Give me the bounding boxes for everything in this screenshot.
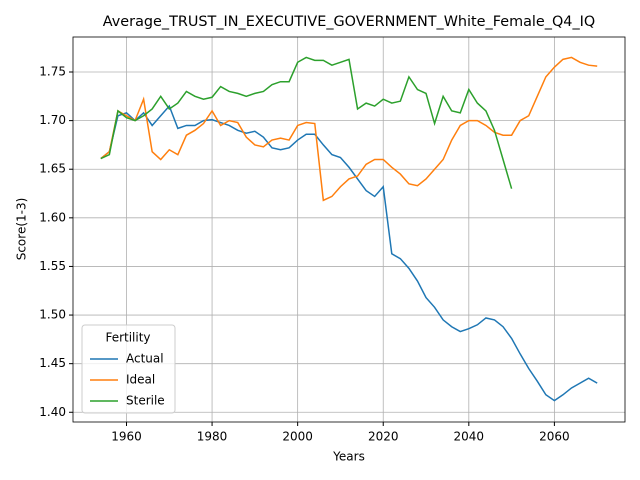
x-tick-label: 2000	[282, 430, 313, 444]
y-tick-label: 1.70	[39, 113, 66, 127]
legend-box	[81, 324, 176, 414]
y-tick-label: 1.45	[39, 356, 66, 370]
series-line	[100, 56, 598, 202]
series-line	[100, 56, 513, 189]
legend-label: Actual	[126, 352, 164, 366]
y-tick-label: 1.60	[39, 210, 66, 224]
y-axis-label: Score(1-3)	[15, 198, 29, 261]
x-tick-label: 2060	[539, 430, 570, 444]
legend-label: Sterile	[126, 394, 165, 408]
y-tick-label: 1.50	[39, 308, 66, 322]
y-tick-label: 1.55	[39, 259, 66, 273]
y-tick-label: 1.65	[39, 162, 66, 176]
x-axis-label: Years	[332, 450, 365, 464]
legend-label: Ideal	[126, 373, 155, 387]
y-tick-label: 1.75	[39, 65, 66, 79]
series-line	[100, 104, 598, 402]
x-tick-label: 1960	[111, 430, 142, 444]
chart-title: Average_TRUST_IN_EXECUTIVE_GOVERNMENT_Wh…	[103, 14, 595, 30]
x-tick-label: 2020	[368, 430, 399, 444]
y-tick-label: 1.40	[39, 405, 66, 419]
plot-frame	[72, 36, 626, 423]
legend-title: Fertility	[105, 331, 150, 345]
x-tick-label: 2040	[454, 430, 485, 444]
x-tick-label: 1980	[197, 430, 228, 444]
